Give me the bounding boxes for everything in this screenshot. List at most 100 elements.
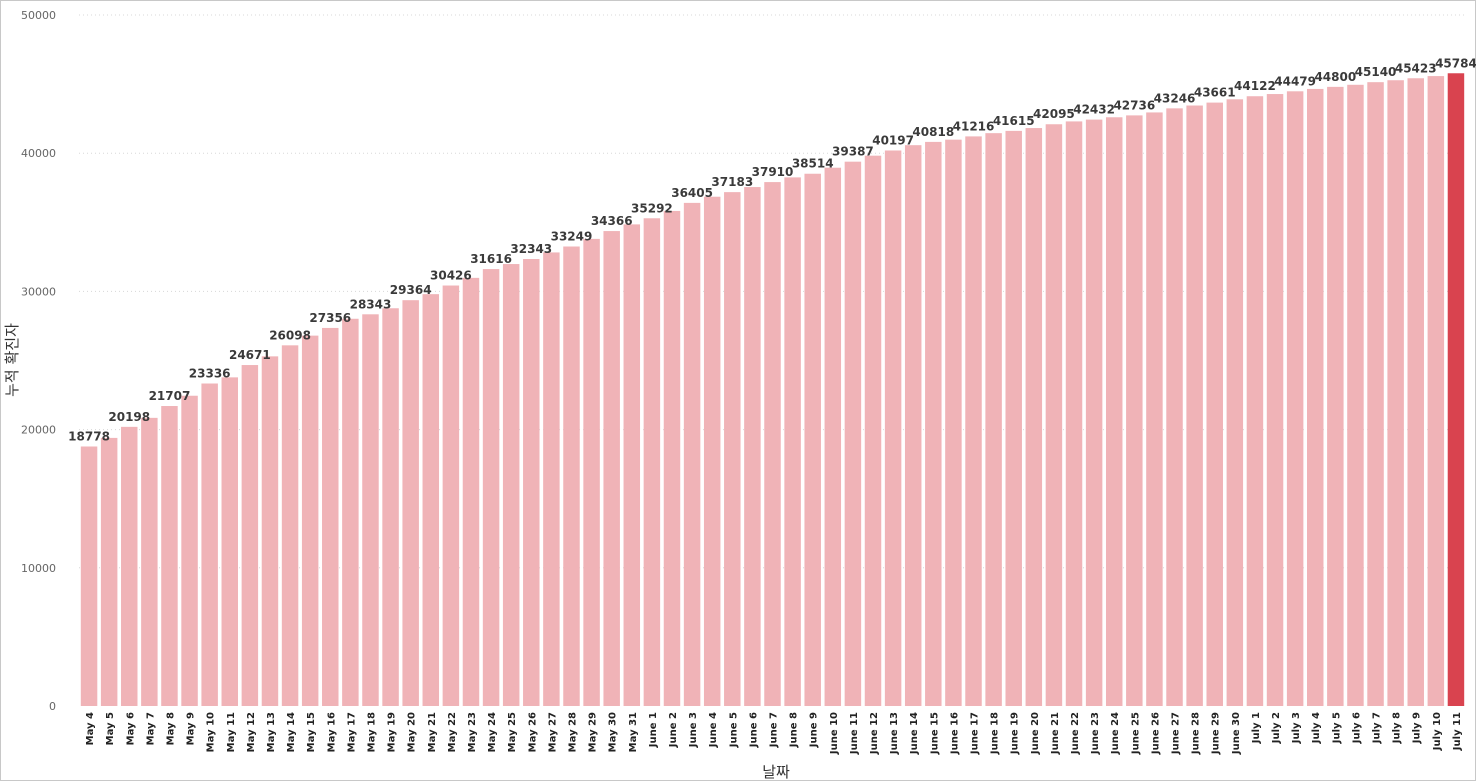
x-tick-label: July 10 <box>1432 712 1443 751</box>
bar[interactable] <box>623 224 641 707</box>
x-tick-label: May 10 <box>206 712 217 752</box>
bar[interactable] <box>221 377 239 706</box>
bar[interactable] <box>1065 121 1083 706</box>
bar[interactable] <box>342 318 359 706</box>
bar[interactable] <box>1447 73 1465 706</box>
x-tick-label: June 23 <box>1090 712 1101 755</box>
bar[interactable] <box>1226 99 1244 706</box>
bar[interactable] <box>1085 119 1103 706</box>
bar[interactable] <box>784 177 801 706</box>
bar[interactable] <box>141 417 158 706</box>
bar[interactable] <box>1427 76 1445 706</box>
data-label: 20198 <box>108 410 150 424</box>
bar[interactable] <box>301 335 319 706</box>
bar[interactable] <box>1306 88 1324 706</box>
bar[interactable] <box>764 182 781 706</box>
bar[interactable] <box>1347 84 1364 706</box>
x-tick-label: June 24 <box>1110 712 1121 755</box>
bar[interactable] <box>241 365 259 706</box>
bar[interactable] <box>744 187 761 706</box>
x-tick-label: June 12 <box>869 712 880 755</box>
bar[interactable] <box>543 252 560 706</box>
data-label: 27356 <box>309 311 351 325</box>
y-tick-label: 0 <box>49 700 56 713</box>
bar[interactable] <box>1246 96 1264 707</box>
bar[interactable] <box>643 218 661 706</box>
bar[interactable] <box>362 314 379 706</box>
bar[interactable] <box>1367 82 1384 706</box>
bar[interactable] <box>724 192 741 707</box>
bar[interactable] <box>462 277 480 706</box>
bar[interactable] <box>382 308 399 706</box>
bar[interactable] <box>281 345 299 706</box>
bar[interactable] <box>1025 128 1043 706</box>
x-tick-label: May 23 <box>467 712 478 752</box>
data-label: 30426 <box>430 269 472 283</box>
bar[interactable] <box>502 264 520 706</box>
data-label: 33249 <box>551 229 593 243</box>
bar[interactable] <box>121 426 138 706</box>
bar[interactable] <box>402 300 419 706</box>
x-tick-label: June 30 <box>1231 712 1242 755</box>
x-tick-label: June 7 <box>769 712 780 748</box>
bar[interactable] <box>523 259 540 706</box>
bar[interactable] <box>804 173 821 707</box>
bar[interactable] <box>201 383 218 706</box>
x-tick-label: May 11 <box>226 712 237 752</box>
data-label: 18778 <box>68 429 110 443</box>
bar[interactable] <box>663 210 681 707</box>
data-label: 37183 <box>711 175 753 189</box>
bar[interactable] <box>1045 124 1063 707</box>
y-tick-label: 10000 <box>21 562 56 575</box>
bar[interactable] <box>1166 108 1183 707</box>
data-label: 28343 <box>350 297 392 311</box>
bar[interactable] <box>181 395 198 706</box>
bar[interactable] <box>563 246 580 706</box>
bar[interactable] <box>603 231 620 706</box>
bar[interactable] <box>1327 86 1344 706</box>
bar[interactable] <box>1126 115 1143 706</box>
bar[interactable] <box>904 145 922 707</box>
x-tick-label: May 7 <box>145 712 156 745</box>
bar[interactable] <box>925 141 942 706</box>
bar[interactable] <box>1266 94 1284 706</box>
x-tick-label: May 26 <box>527 712 538 752</box>
bar[interactable] <box>683 202 701 706</box>
bar[interactable] <box>703 196 721 706</box>
data-label: 38514 <box>792 157 834 171</box>
bar[interactable] <box>482 269 500 706</box>
x-tick-label: May 6 <box>125 712 136 745</box>
data-label: 45423 <box>1395 61 1437 75</box>
bar[interactable] <box>1146 112 1163 706</box>
x-tick-label: June 15 <box>929 712 940 755</box>
bar[interactable] <box>100 437 118 706</box>
bar[interactable] <box>945 139 962 707</box>
bar[interactable] <box>1206 102 1223 706</box>
x-tick-label: June 21 <box>1050 712 1061 755</box>
bar[interactable] <box>1387 80 1404 706</box>
bar[interactable] <box>1005 130 1022 706</box>
bar[interactable] <box>844 161 862 707</box>
bar[interactable] <box>1186 105 1203 706</box>
bar[interactable] <box>80 446 98 706</box>
data-label: 26098 <box>269 328 311 342</box>
bar[interactable] <box>322 327 339 706</box>
data-label: 34366 <box>591 214 633 228</box>
bar[interactable] <box>261 356 279 706</box>
bar[interactable] <box>1286 91 1304 706</box>
bar[interactable] <box>161 406 178 706</box>
bar[interactable] <box>824 167 842 706</box>
bar[interactable] <box>884 150 902 706</box>
bar[interactable] <box>422 294 440 706</box>
x-tick-label: July 2 <box>1271 712 1282 744</box>
bar[interactable] <box>583 238 600 706</box>
bar[interactable] <box>864 155 882 706</box>
bar[interactable] <box>965 136 982 706</box>
bar[interactable] <box>1105 117 1123 706</box>
x-tick-label: June 1 <box>648 712 659 748</box>
bar[interactable] <box>985 133 1002 706</box>
data-label: 37910 <box>752 165 794 179</box>
bar[interactable] <box>442 285 460 706</box>
data-label: 23336 <box>189 366 231 380</box>
bar[interactable] <box>1407 78 1424 706</box>
